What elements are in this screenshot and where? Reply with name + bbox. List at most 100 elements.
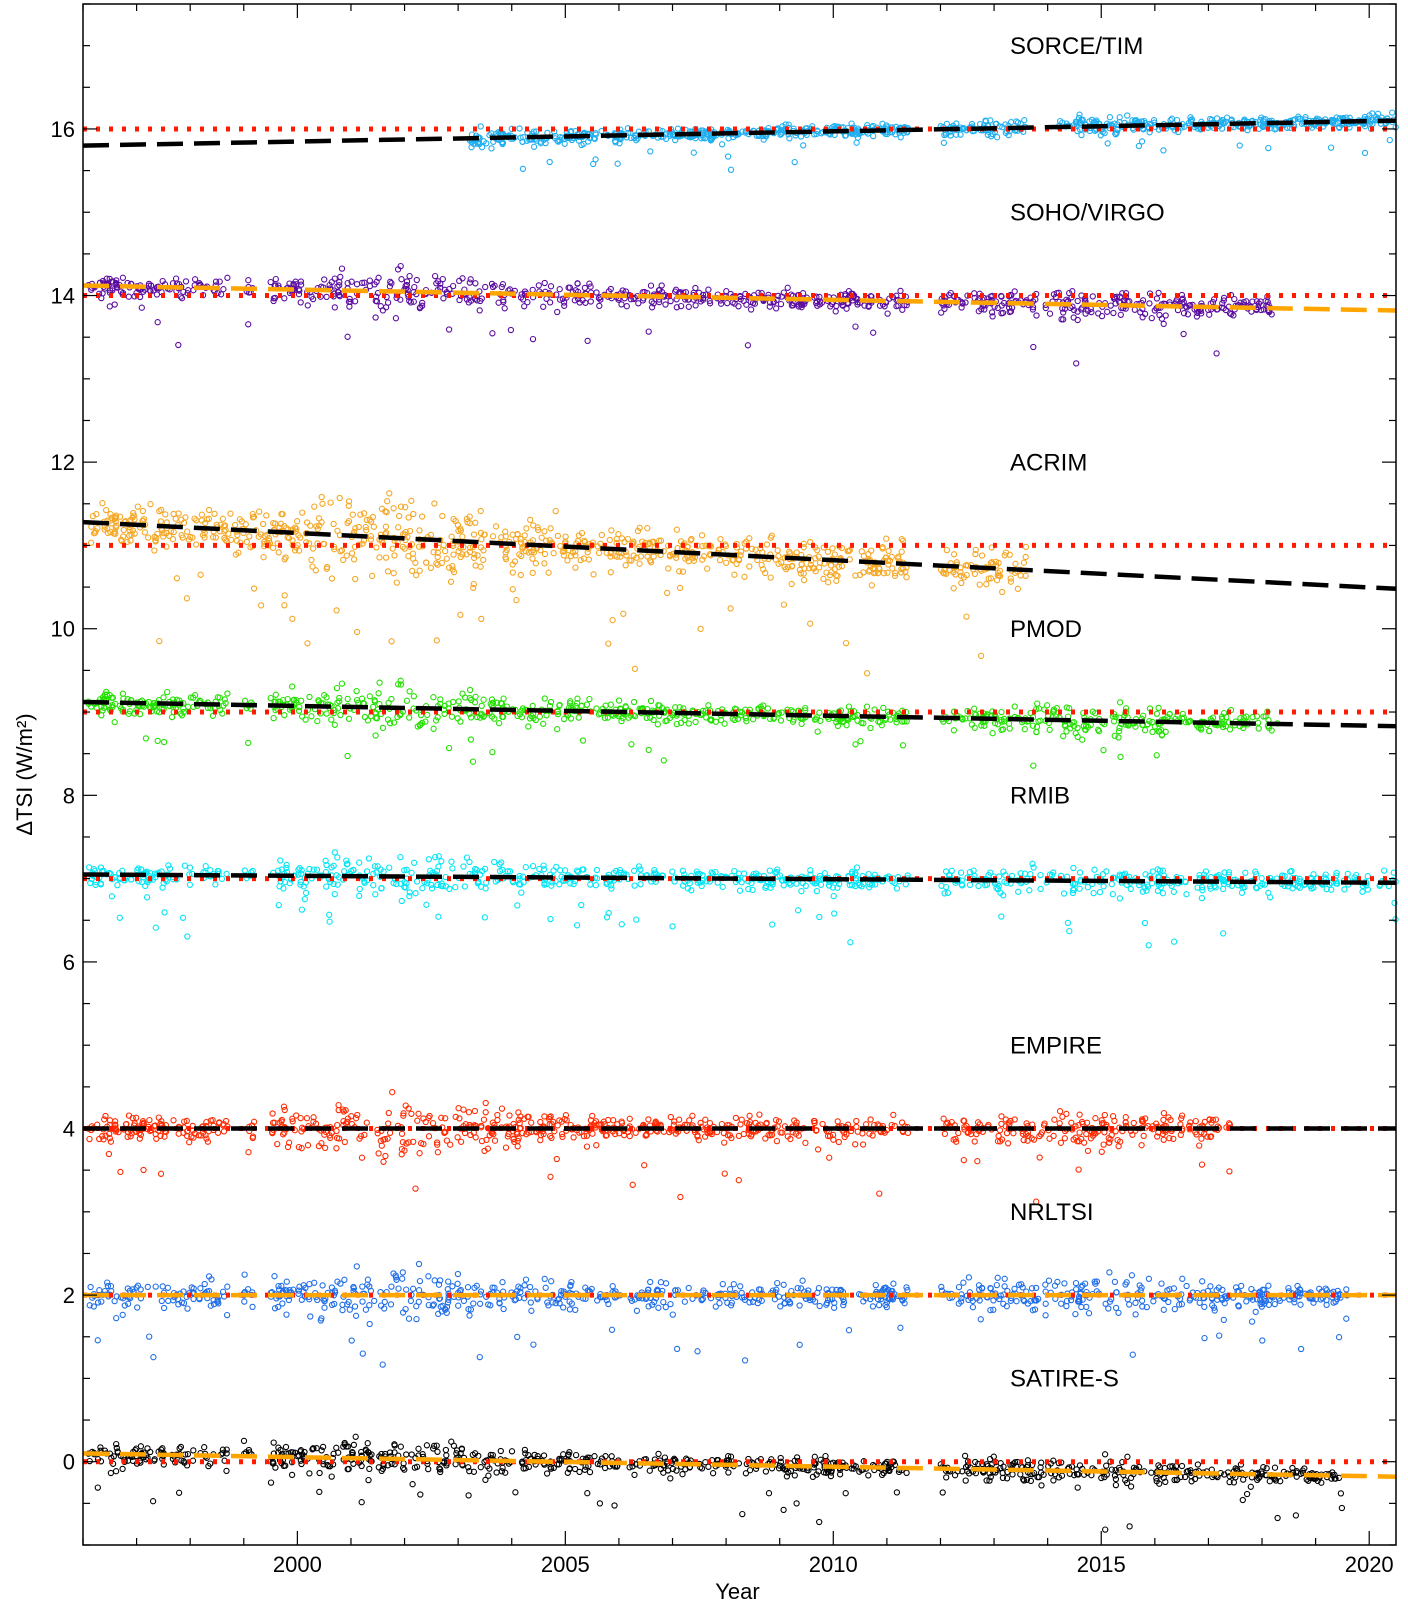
data-point bbox=[428, 885, 436, 892]
data-point bbox=[731, 571, 738, 578]
data-point bbox=[489, 533, 497, 540]
data-point bbox=[647, 559, 655, 566]
data-point bbox=[1153, 710, 1161, 717]
data-point bbox=[623, 303, 630, 310]
data-point bbox=[798, 888, 805, 895]
data-point bbox=[1063, 728, 1070, 735]
data-point bbox=[1153, 752, 1160, 759]
data-point bbox=[633, 554, 640, 561]
data-point bbox=[827, 303, 834, 310]
data-point bbox=[337, 273, 344, 281]
data-point bbox=[1078, 131, 1085, 139]
data-point bbox=[379, 724, 387, 732]
data-point bbox=[224, 274, 231, 281]
data-point bbox=[501, 305, 508, 312]
data-point bbox=[1249, 714, 1256, 721]
data-point bbox=[336, 494, 343, 502]
data-point bbox=[1364, 886, 1371, 893]
data-point bbox=[549, 1118, 557, 1126]
data-point bbox=[947, 132, 954, 139]
data-point bbox=[1108, 1132, 1115, 1139]
data-point bbox=[340, 556, 347, 564]
data-point bbox=[274, 1140, 281, 1148]
data-point bbox=[314, 718, 321, 725]
data-point bbox=[1078, 292, 1085, 299]
data-point bbox=[278, 510, 285, 518]
data-point bbox=[1020, 1136, 1027, 1144]
data-point bbox=[1173, 116, 1181, 124]
data-point bbox=[116, 702, 123, 709]
data-point bbox=[384, 299, 392, 306]
data-point bbox=[1074, 316, 1081, 324]
data-point bbox=[217, 521, 224, 528]
data-point bbox=[315, 515, 323, 522]
data-point bbox=[361, 713, 369, 721]
data-point bbox=[963, 613, 970, 620]
data-point bbox=[107, 1138, 115, 1145]
data-point bbox=[1166, 1135, 1173, 1142]
data-point bbox=[1178, 1115, 1185, 1122]
data-point bbox=[116, 914, 123, 921]
data-point bbox=[631, 882, 638, 889]
data-point bbox=[527, 516, 534, 524]
data-point bbox=[297, 299, 304, 306]
data-point bbox=[807, 867, 814, 874]
data-point bbox=[370, 870, 377, 878]
data-point bbox=[987, 133, 995, 140]
data-point bbox=[178, 295, 186, 302]
data-point bbox=[1257, 121, 1264, 128]
data-point bbox=[377, 866, 384, 873]
data-point bbox=[684, 885, 692, 892]
data-point bbox=[406, 889, 413, 896]
data-point bbox=[422, 1118, 429, 1126]
data-point bbox=[1100, 883, 1107, 890]
data-point bbox=[371, 863, 378, 870]
data-point bbox=[1046, 1135, 1053, 1142]
data-point bbox=[309, 563, 316, 570]
data-point bbox=[373, 544, 380, 551]
data-point bbox=[427, 867, 434, 874]
data-point bbox=[476, 871, 484, 878]
scatter-series-group bbox=[85, 109, 1399, 1533]
data-point bbox=[472, 280, 479, 287]
data-point bbox=[999, 588, 1006, 596]
data-point bbox=[1111, 1117, 1118, 1125]
data-point bbox=[1033, 1198, 1040, 1205]
data-point bbox=[269, 1110, 276, 1117]
data-point bbox=[644, 525, 651, 532]
data-point bbox=[438, 880, 445, 887]
data-point bbox=[530, 143, 538, 150]
data-point bbox=[1244, 126, 1251, 134]
data-point bbox=[734, 715, 742, 722]
data-point bbox=[518, 552, 525, 560]
data-point bbox=[559, 295, 566, 302]
data-point bbox=[478, 702, 485, 710]
data-point bbox=[391, 552, 398, 559]
data-point bbox=[738, 709, 746, 716]
data-point bbox=[1104, 140, 1111, 147]
data-point bbox=[383, 508, 390, 516]
data-point bbox=[449, 562, 456, 570]
data-point bbox=[602, 702, 609, 709]
data-point bbox=[129, 527, 136, 534]
data-point bbox=[721, 720, 728, 727]
data-point bbox=[1112, 131, 1119, 138]
data-point bbox=[1369, 110, 1376, 117]
data-point bbox=[741, 573, 748, 580]
data-point bbox=[587, 881, 594, 888]
data-point bbox=[99, 290, 106, 297]
data-point bbox=[867, 1116, 874, 1123]
data-point bbox=[593, 289, 600, 296]
data-point bbox=[387, 278, 394, 285]
data-point bbox=[529, 335, 537, 343]
data-point bbox=[592, 131, 599, 138]
data-point bbox=[1220, 877, 1227, 885]
data-point bbox=[403, 866, 410, 873]
data-point bbox=[609, 617, 616, 624]
data-point bbox=[647, 697, 655, 705]
data-point bbox=[569, 549, 577, 556]
data-point bbox=[369, 572, 376, 580]
data-point bbox=[1030, 343, 1037, 351]
data-point bbox=[1344, 870, 1351, 878]
